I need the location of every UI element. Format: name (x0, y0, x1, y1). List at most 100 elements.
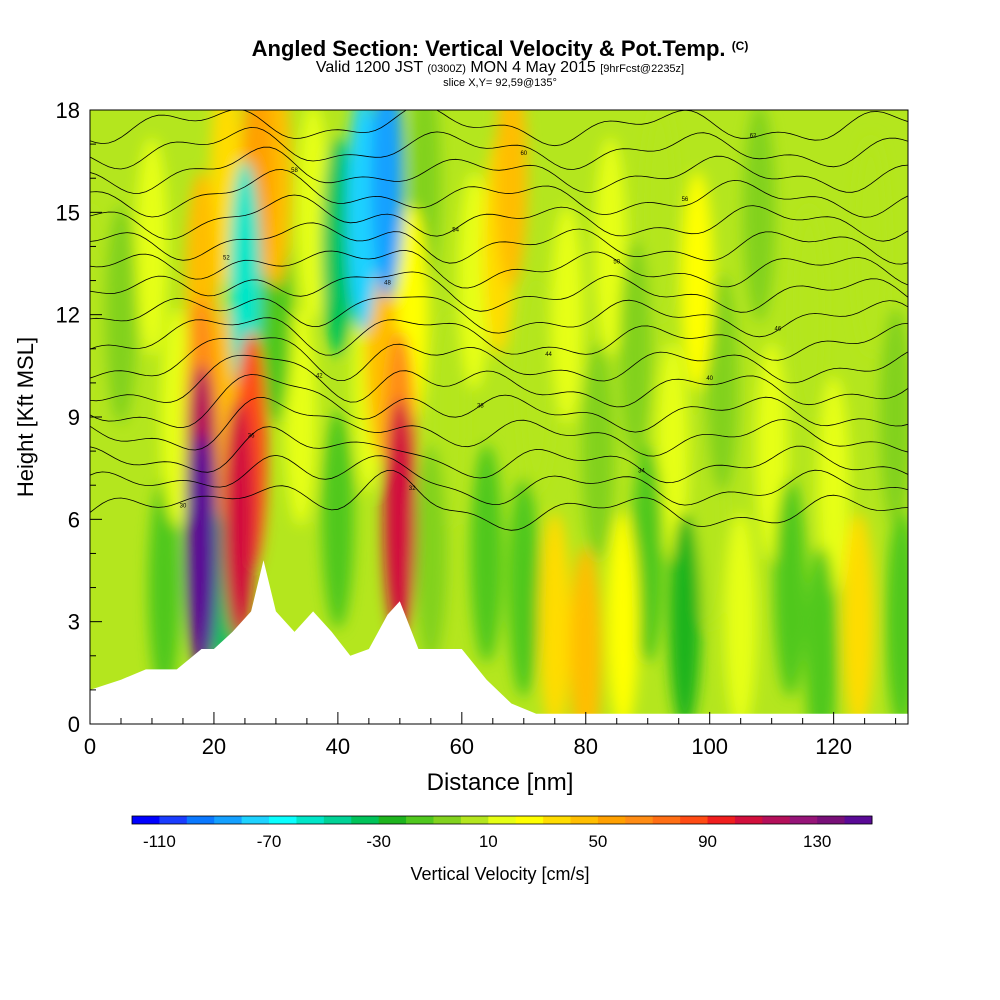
contour-label: 46 (775, 326, 782, 332)
colorbar-swatch (132, 816, 160, 824)
x-tick-label: 120 (815, 734, 852, 759)
colorbar-swatch (460, 816, 489, 824)
colorbar-tick-label: 50 (588, 832, 607, 851)
colorbar-swatch (433, 816, 462, 824)
velocity-cell (842, 512, 875, 724)
colorbar-swatch (570, 816, 599, 824)
colorbar-tick-label: -70 (257, 832, 282, 851)
y-tick-label: 12 (56, 303, 80, 328)
colorbar-tick-label: 10 (479, 832, 498, 851)
x-axis-label: Distance [nm] (427, 769, 574, 796)
colorbar-swatch (351, 816, 380, 824)
contour-label: 62 (750, 133, 757, 139)
y-tick-label: 15 (56, 200, 80, 225)
colorbar-swatch (378, 816, 407, 824)
y-tick-label: 0 (68, 712, 80, 737)
contour-label: 54 (452, 227, 459, 233)
velocity-cell (606, 512, 640, 724)
velocity-cell (668, 512, 702, 724)
velocity-cell (644, 110, 677, 322)
colorbar-swatch (844, 816, 873, 824)
y-axis-label: Height [Kft MSL] (13, 337, 38, 497)
x-tick-label: 20 (202, 734, 226, 759)
colorbar-swatch (214, 816, 243, 824)
velocity-cell (321, 137, 354, 356)
x-tick-label: 80 (574, 734, 598, 759)
colorbar: -110 -70 -30 10 50 90 130 (131, 815, 873, 851)
colorbar-swatch (762, 816, 791, 824)
x-axis: 0 20 40 60 80 100 120 (84, 712, 897, 759)
velocity-cell (619, 239, 652, 458)
colorbar-swatch (186, 816, 215, 824)
colorbar-swatch (789, 816, 818, 824)
colorbar-tick-label: 130 (803, 832, 831, 851)
colorbar-swatch (707, 816, 736, 824)
colorbar-frame (131, 815, 873, 825)
title-suffix: (C) (731, 39, 749, 53)
velocity-cell (569, 546, 602, 724)
colorbar-swatch (406, 816, 434, 824)
velocity-cell (879, 307, 908, 527)
velocity-cell (817, 376, 850, 595)
velocity-cell (538, 512, 571, 724)
contour-label: 38 (477, 404, 484, 410)
contour-label: 50 (613, 260, 620, 266)
velocity-cell (104, 205, 138, 424)
slice-label: slice X,Y= 92,59@135° (443, 77, 557, 89)
x-tick-label: 60 (450, 734, 474, 759)
contour-label: 60 (520, 151, 527, 157)
colorbar-swatch (296, 816, 325, 824)
velocity-cell (594, 137, 627, 356)
pot-temp-contour (90, 396, 908, 457)
velocity-cell (507, 478, 540, 697)
colorbar-swatch (543, 816, 572, 824)
pot-temp-contour (90, 169, 908, 218)
x-tick-label: 0 (84, 734, 96, 759)
pot-temp-contour (90, 296, 908, 338)
y-tick-label: 18 (56, 98, 80, 123)
pot-temp-contour (90, 374, 908, 433)
colorbar-swatch (515, 816, 544, 824)
velocity-cell (383, 399, 416, 640)
velocity-cell (854, 137, 887, 356)
colorbar-swatch (269, 816, 297, 824)
velocity-cell (774, 478, 807, 697)
colorbar-swatch (680, 816, 709, 824)
colorbar-swatch (734, 816, 763, 824)
pot-temp-contour (90, 250, 908, 289)
colorbar-swatch (597, 816, 626, 824)
contour-label: 44 (545, 352, 552, 358)
velocity-cell (520, 273, 553, 493)
velocity-cell (135, 137, 169, 356)
velocity-cell (470, 444, 503, 663)
pot-temp-contour (90, 146, 908, 194)
contour-label: 58 (291, 168, 298, 174)
velocity-cell (495, 110, 528, 288)
x-tick-label: 100 (691, 734, 728, 759)
contour-label: 52 (223, 256, 230, 262)
colorbar-swatch (488, 816, 517, 824)
velocity-cell (582, 341, 615, 561)
velocity-cell (321, 410, 354, 629)
colorbar-tick-label: 90 (698, 832, 717, 851)
chart-subtitle: Valid 1200 JST (0300Z) MON 4 May 2015 [9… (315, 59, 685, 76)
colorbar-swatch (159, 816, 188, 824)
colorbar-swatch (625, 816, 654, 824)
contour-label: 32 (409, 486, 416, 492)
contour-label: 48 (384, 280, 391, 286)
velocity-cell (185, 433, 218, 674)
contour-label: 56 (682, 197, 689, 203)
pot-temp-contour (90, 337, 908, 384)
velocity-cell (458, 171, 491, 390)
contour-label: 34 (638, 469, 645, 475)
velocity-cell (724, 512, 757, 724)
y-tick-label: 9 (68, 405, 80, 430)
chart-title: Angled Section: Vertical Velocity & Pot.… (251, 36, 749, 61)
velocity-cell (148, 478, 181, 697)
colorbar-swatch (241, 816, 270, 824)
pot-temp-contour (90, 222, 908, 265)
colorbar-label: Vertical Velocity [cm/s] (410, 864, 589, 884)
pot-temp-contour (90, 271, 908, 313)
colorbar-swatch (817, 816, 846, 824)
pot-temp-contours: 30 32 34 36 38 40 42 44 46 48 50 52 54 56 58 60 62 (90, 110, 908, 531)
